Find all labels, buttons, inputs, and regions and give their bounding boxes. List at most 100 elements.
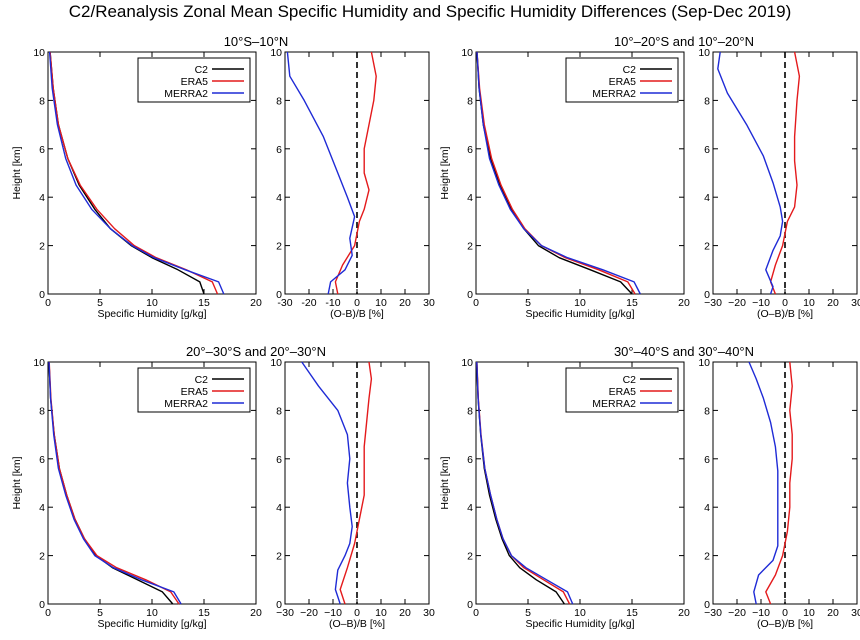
x-tick-label: 20 xyxy=(827,297,839,309)
y-tick-label: 6 xyxy=(39,454,45,466)
y-tick-label: 0 xyxy=(704,599,710,611)
series-line-merra2 xyxy=(476,361,574,605)
x-tick-label: 10 xyxy=(146,607,158,619)
panel-title: 10°S–10°N xyxy=(224,34,289,49)
x-tick-label: 20 xyxy=(827,607,839,619)
y-tick-label: 4 xyxy=(467,192,473,204)
legend-label: C2 xyxy=(623,64,637,76)
y-tick-label: 2 xyxy=(39,551,45,563)
y-tick-label: 4 xyxy=(276,192,282,204)
panel-5: 20°–30°S and 20°–30°N0 5 10 15 200246810Spec… xyxy=(11,344,326,630)
x-tick-label: -10 xyxy=(325,297,340,309)
x-tick-label: −20 xyxy=(728,297,746,309)
legend-label: C2 xyxy=(195,64,209,76)
y-tick-label: 4 xyxy=(39,502,45,514)
x-tick-label: −10 xyxy=(752,607,770,619)
y-tick-label: 6 xyxy=(39,144,45,156)
legend-label: ERA5 xyxy=(181,386,209,398)
x-axis-label: Specific Humidity [g/kg] xyxy=(525,618,634,630)
series-line-era5 xyxy=(476,51,636,295)
series-line-era5 xyxy=(339,361,373,605)
x-tick-label: 10 xyxy=(803,297,815,309)
x-tick-label: 5 xyxy=(525,607,531,619)
y-tick-label: 8 xyxy=(467,95,473,107)
y-tick-label: 8 xyxy=(39,95,45,107)
y-axis-label: Height [km] xyxy=(11,456,23,509)
y-tick-label: 10 xyxy=(698,357,710,369)
series-line-era5 xyxy=(769,51,801,295)
legend-label: MERRA2 xyxy=(592,88,636,100)
x-tick-label: 0 xyxy=(473,607,479,619)
x-axis-label: (O–B)/B [%] xyxy=(757,308,813,320)
x-tick-label: 20 xyxy=(678,607,690,619)
x-tick-label: 15 xyxy=(198,607,210,619)
y-tick-label: 8 xyxy=(276,405,282,417)
panel-7: 30°–40°S and 30°–40°N0 5 10 15 200246810Spec… xyxy=(439,344,754,630)
series-line-merra2 xyxy=(717,51,784,295)
series-line-era5 xyxy=(765,361,793,605)
x-tick-label: 10 xyxy=(146,297,158,309)
y-tick-label: 0 xyxy=(276,289,282,301)
panel-3: 10°–20°S and 10°–20°N0 5 10 15 200246810Spec… xyxy=(439,34,754,320)
x-tick-label: 30 xyxy=(423,297,435,309)
x-tick-label: 5 xyxy=(97,607,103,619)
x-axis-label: Specific Humidity [g/kg] xyxy=(97,308,206,320)
series-line-merra2 xyxy=(301,361,353,605)
x-tick-label: 10 xyxy=(803,607,815,619)
y-tick-label: 2 xyxy=(276,551,282,563)
y-tick-label: 10 xyxy=(270,47,282,59)
x-tick-label: 5 xyxy=(525,297,531,309)
y-tick-label: 2 xyxy=(704,241,710,253)
x-tick-label: −30 xyxy=(704,297,722,309)
x-axis-label: (O–B)/B [%] xyxy=(757,618,813,630)
x-tick-label: −30 xyxy=(276,607,294,619)
panel-title: 10°–20°S and 10°–20°N xyxy=(614,34,754,49)
y-tick-label: 4 xyxy=(704,502,710,514)
y-tick-label: 2 xyxy=(276,241,282,253)
series-line-era5 xyxy=(334,51,377,295)
y-tick-label: 0 xyxy=(39,599,45,611)
x-axis-label: (O-B)/B [%] xyxy=(330,308,384,320)
y-tick-label: 8 xyxy=(39,405,45,417)
y-tick-label: 8 xyxy=(704,405,710,417)
x-tick-label: 30 xyxy=(851,607,860,619)
y-tick-label: 8 xyxy=(467,405,473,417)
y-tick-label: 8 xyxy=(276,95,282,107)
x-axis-label: (O–B)/B [%] xyxy=(329,618,385,630)
y-tick-label: 0 xyxy=(276,599,282,611)
y-tick-label: 4 xyxy=(39,192,45,204)
x-axis-label: Specific Humidity [g/kg] xyxy=(97,618,206,630)
y-tick-label: 8 xyxy=(704,95,710,107)
figure-title: C2/Reanalysis Zonal Mean Specific Humidi… xyxy=(68,2,792,21)
y-tick-label: 2 xyxy=(39,241,45,253)
y-tick-label: 4 xyxy=(276,502,282,514)
legend-box xyxy=(137,57,251,103)
y-tick-label: 6 xyxy=(704,454,710,466)
x-tick-label: 20 xyxy=(678,297,690,309)
x-tick-label: 20 xyxy=(250,297,262,309)
x-tick-label: 20 xyxy=(399,297,411,309)
x-tick-label: 0 xyxy=(782,297,788,309)
series-line-merra2 xyxy=(286,51,356,295)
y-axis-label: Height [km] xyxy=(439,456,451,509)
x-tick-label: 0 xyxy=(45,297,51,309)
x-tick-label: −10 xyxy=(324,607,342,619)
y-tick-label: 2 xyxy=(467,241,473,253)
y-tick-label: 6 xyxy=(467,144,473,156)
x-tick-label: 30 xyxy=(851,297,860,309)
x-tick-label: 0 xyxy=(473,297,479,309)
legend-box xyxy=(565,57,679,103)
y-axis-label: Height [km] xyxy=(439,146,451,199)
series-line-merra2 xyxy=(748,361,779,605)
x-tick-label: -30 xyxy=(277,297,292,309)
legend-label: MERRA2 xyxy=(164,398,208,410)
series-line-merra2 xyxy=(48,361,182,605)
x-tick-label: −30 xyxy=(704,607,722,619)
legend-box xyxy=(565,367,679,413)
